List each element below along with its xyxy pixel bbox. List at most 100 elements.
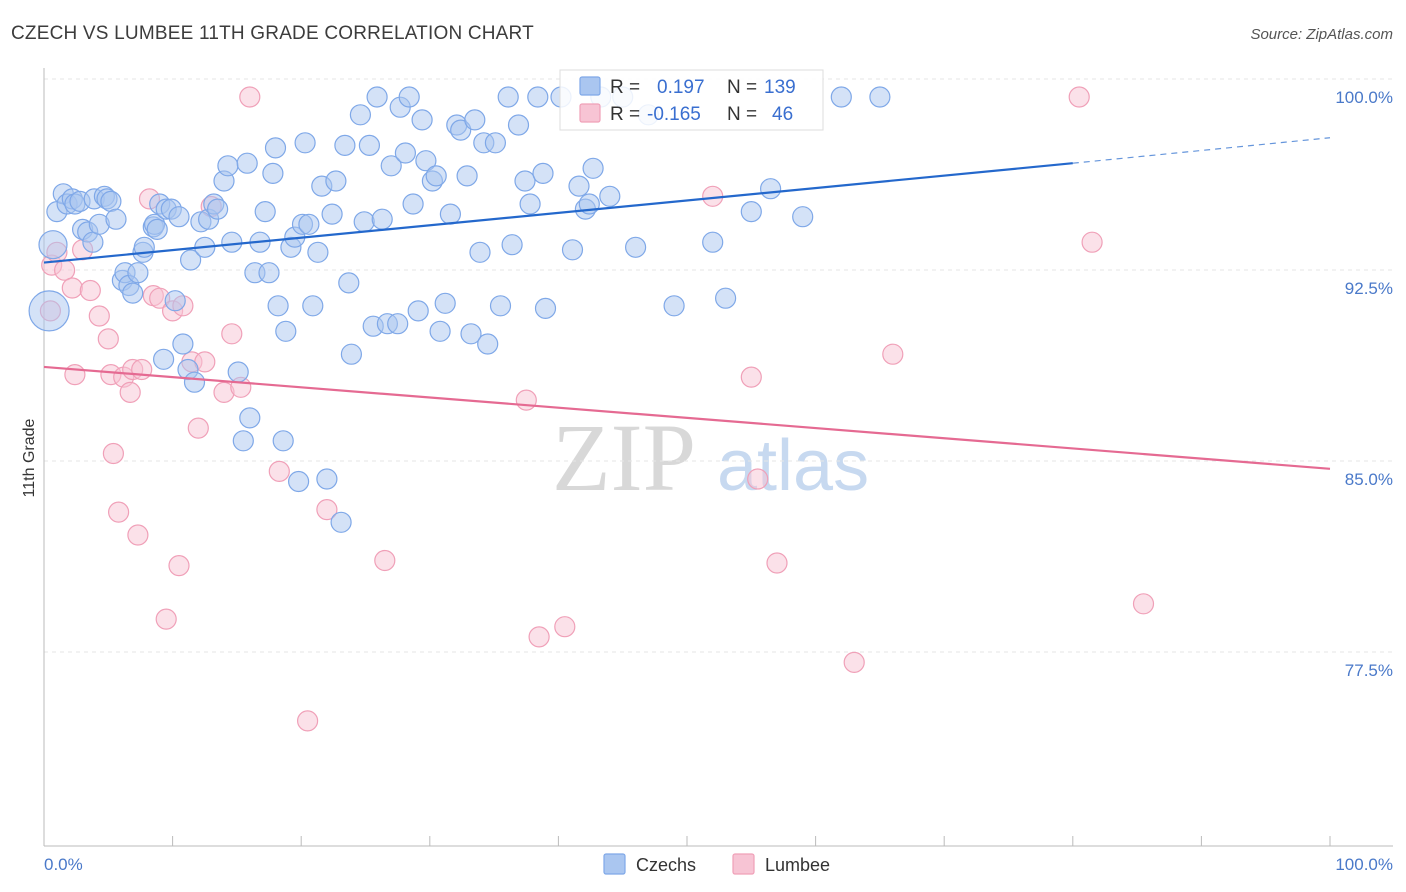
czechs-point (714, 287, 737, 309)
czechs-point (740, 201, 762, 223)
lumbee-point (515, 389, 537, 411)
czechs-point (497, 86, 519, 108)
lumbee-point (316, 499, 338, 521)
czechs-point (338, 272, 360, 294)
czechs-point (164, 290, 186, 312)
czechs-point (599, 185, 621, 207)
czechs-point (402, 193, 424, 215)
series-czechs-points (28, 86, 891, 533)
czechs-point (232, 430, 254, 452)
czechs-point (275, 320, 297, 342)
czechs-point (869, 86, 891, 108)
czechs-point (316, 468, 338, 490)
lumbee-point (127, 524, 149, 546)
lumbee-point (187, 417, 209, 439)
stats-czechs-n-value: 139 (764, 77, 796, 98)
lumbee-point (107, 501, 130, 523)
y-tick-label: 77.5% (1345, 661, 1393, 680)
y-tick-label: 92.5% (1345, 279, 1393, 298)
czechs-point (411, 109, 433, 131)
czechs-point (407, 300, 429, 322)
czechs-point (371, 208, 393, 230)
czechs-point (264, 137, 287, 159)
stats-swatch-czechs (579, 76, 601, 96)
czechs-point (394, 142, 416, 164)
lumbee-point (766, 552, 788, 574)
czechs-point (484, 132, 506, 154)
stats-lumbee-n-label: N = (727, 104, 757, 125)
czechs-point (153, 348, 175, 370)
chart-source: Source: ZipAtlas.com (1250, 26, 1393, 43)
czechs-point (582, 157, 604, 179)
legend-label-lumbee: Lumbee (765, 855, 830, 875)
legend-swatch-czechs (603, 853, 626, 875)
czechs-point (353, 211, 375, 233)
stats-lumbee-r-value: -0.165 (647, 104, 701, 125)
czechs-point (702, 231, 724, 253)
legend-swatch-lumbee (732, 853, 755, 875)
y-tick-labels: 100.0% 92.5% 85.0% 77.5% (1335, 88, 1393, 680)
stats-czechs-r-label: R = (610, 77, 640, 98)
czechs-point (532, 162, 554, 184)
lumbee-point (79, 279, 101, 302)
czechs-point (366, 86, 388, 108)
czechs-point (122, 282, 144, 304)
czechs-point (105, 208, 127, 230)
czechs-point (307, 241, 329, 263)
czechs-point (527, 86, 549, 108)
czechs-point (298, 213, 320, 235)
czechs-point (180, 249, 202, 271)
czechs-point (168, 206, 190, 228)
czechs-point (434, 292, 456, 314)
czechs-point (217, 155, 239, 177)
czechs-point (127, 262, 149, 284)
lumbee-point (131, 358, 153, 381)
czechs-point (398, 86, 420, 108)
lumbee-point (61, 277, 83, 299)
czechs-point (477, 333, 499, 355)
czechs-point (334, 134, 356, 156)
lumbee-point (168, 554, 190, 577)
czechs-point (207, 198, 229, 220)
czechs-point (288, 470, 310, 493)
lumbee-point (882, 343, 904, 365)
czechs-point (358, 134, 380, 156)
czechs-point (221, 231, 243, 253)
czechs-point (227, 361, 249, 383)
czechs-point (28, 290, 70, 332)
watermark: ZIP atlas (552, 404, 869, 511)
lumbee-trend-line (43, 365, 1331, 470)
czechs-point (663, 295, 685, 317)
czechs-point (561, 239, 584, 261)
czechs-point (568, 175, 590, 197)
stats-lumbee-n-value: 46 (772, 104, 793, 125)
lumbee-point (747, 468, 769, 490)
czechs-trend-line (43, 162, 1073, 264)
czechs-point (258, 262, 280, 284)
czechs-point (514, 170, 536, 192)
lumbee-point (297, 710, 319, 732)
czechs-point (519, 193, 541, 215)
czechs-point (254, 201, 276, 223)
czechs-point (415, 150, 437, 172)
czechs-point (172, 333, 194, 355)
lumbee-point (88, 305, 110, 327)
czechs-point (262, 162, 284, 184)
lumbee-point (268, 460, 290, 482)
lumbee-point (102, 442, 125, 465)
czechs-point (507, 114, 530, 136)
czechs-point (456, 165, 478, 187)
lumbee-point (155, 608, 177, 630)
trend-lines (43, 137, 1331, 470)
lumbee-point (1068, 86, 1090, 108)
czechs-point (330, 511, 352, 533)
lumbee-point (843, 651, 865, 674)
czechs-point (82, 231, 104, 253)
legend: Czechs Lumbee (603, 853, 830, 875)
czechs-point (759, 178, 782, 200)
stats-box-frame (559, 69, 824, 131)
chart-title: CZECH VS LUMBEE 11TH GRADE CORRELATION C… (11, 23, 534, 44)
czechs-point (830, 86, 852, 108)
czechs-point (321, 203, 343, 225)
